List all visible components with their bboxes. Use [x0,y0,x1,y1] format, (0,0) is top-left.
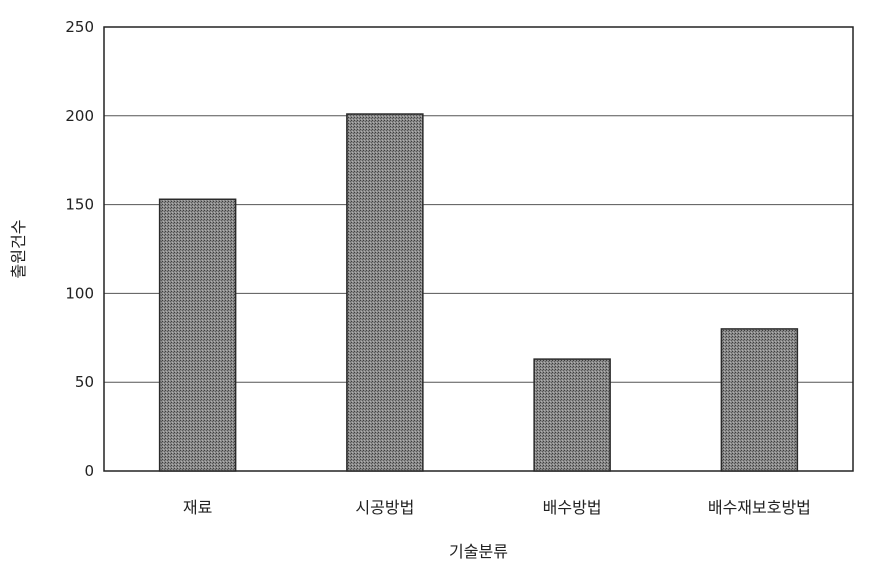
x-tick-label: 재료 [183,498,212,517]
bar [720,328,799,472]
y-tick-label: 100 [65,284,94,302]
x-axis-title: 기술분류 [449,542,508,561]
y-tick-label: 150 [65,196,94,214]
plot-frame [103,26,854,472]
y-tick-label: 200 [65,107,94,125]
bars [158,113,799,472]
x-tick-label: 배수재보호방법 [708,498,811,517]
y-axis-title: 출원건수 [9,220,28,279]
y-tick-label: 50 [75,373,94,391]
x-tick-label: 시공방법 [355,498,414,517]
bar [158,198,237,472]
bar [533,358,611,472]
y-tick-label: 250 [65,18,94,36]
y-tick-labels: 0 50 100 150 200 250 [65,18,94,480]
y-tick-label: 0 [84,462,94,480]
bar [346,113,424,472]
x-tick-labels: 재료 시공방법 배수방법 배수재보호방법 [183,498,811,517]
x-tick-label: 배수방법 [543,498,602,517]
